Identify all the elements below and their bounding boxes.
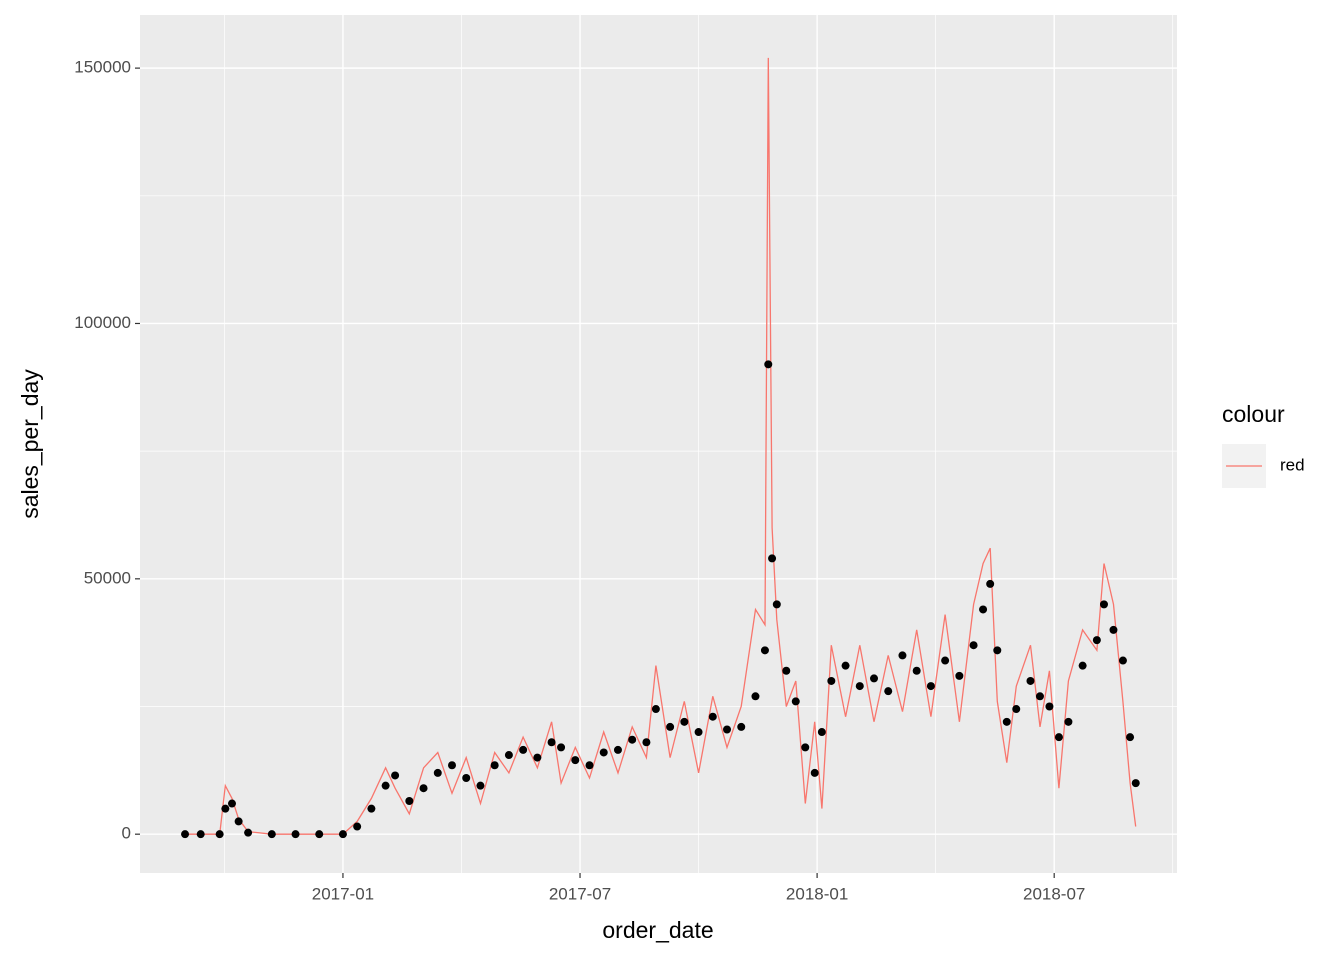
data-point — [547, 738, 556, 747]
data-point — [234, 817, 243, 826]
data-point — [870, 674, 879, 683]
legend-title: colour — [1222, 401, 1285, 427]
data-point — [782, 666, 791, 675]
data-point — [810, 768, 819, 777]
data-point — [912, 666, 921, 675]
legend-label: red — [1280, 455, 1305, 474]
data-point — [315, 830, 324, 839]
x-tick-label: 2018-01 — [786, 884, 848, 903]
data-point — [613, 745, 622, 754]
data-point — [433, 768, 442, 777]
data-point — [476, 781, 485, 790]
data-point — [969, 641, 978, 650]
y-tick-label: 150000 — [74, 58, 131, 77]
panel — [140, 15, 1177, 873]
data-point — [1118, 656, 1127, 665]
data-point — [628, 735, 637, 744]
data-point — [490, 761, 499, 770]
data-point — [215, 830, 224, 839]
data-point — [955, 671, 964, 680]
data-point — [338, 830, 347, 839]
data-point — [1012, 705, 1021, 714]
data-point — [772, 600, 781, 609]
data-point — [1064, 717, 1073, 726]
data-point — [801, 743, 810, 752]
y-axis-title: sales_per_day — [17, 369, 43, 519]
y-tick-label: 50000 — [84, 568, 131, 587]
data-point — [764, 360, 773, 369]
data-point — [708, 712, 717, 721]
data-point — [571, 756, 580, 765]
series-line — [185, 57, 1137, 835]
data-point — [898, 651, 907, 660]
data-point — [1126, 733, 1135, 742]
data-point — [419, 784, 428, 793]
data-point — [1078, 661, 1087, 670]
x-axis-title: order_date — [602, 917, 713, 943]
data-point — [599, 748, 608, 757]
data-point — [884, 687, 893, 696]
data-point — [1054, 733, 1063, 742]
x-tick-label: 2017-07 — [549, 884, 611, 903]
data-point — [993, 646, 1002, 655]
data-point — [791, 697, 800, 706]
data-point — [244, 828, 253, 837]
data-point — [196, 830, 205, 839]
data-point — [291, 830, 300, 839]
data-point — [391, 771, 400, 780]
data-point — [504, 751, 513, 760]
x-tick-label: 2018-07 — [1023, 884, 1085, 903]
data-point — [694, 728, 703, 737]
data-point — [1092, 636, 1101, 645]
data-point — [723, 725, 732, 734]
data-point — [1002, 717, 1011, 726]
data-point — [642, 738, 651, 747]
data-point — [227, 799, 236, 808]
data-point — [462, 774, 471, 783]
data-point — [1099, 600, 1108, 609]
data-point — [1026, 676, 1035, 685]
data-point — [986, 579, 995, 588]
data-point — [405, 796, 414, 805]
y-tick-label: 0 — [122, 824, 131, 843]
data-point — [181, 830, 190, 839]
data-point — [1035, 692, 1044, 701]
data-point — [926, 682, 935, 691]
data-point — [941, 656, 950, 665]
data-point — [768, 554, 777, 563]
data-point — [585, 761, 594, 770]
data-point — [221, 804, 230, 813]
data-point — [841, 661, 850, 670]
data-point — [737, 722, 746, 731]
data-point — [381, 781, 390, 790]
data-point — [827, 676, 836, 685]
data-point — [533, 753, 542, 762]
data-point — [855, 682, 864, 691]
data-point — [979, 605, 988, 614]
y-tick-label: 100000 — [74, 313, 131, 332]
data-point — [680, 717, 689, 726]
x-tick-label: 2017-01 — [312, 884, 374, 903]
data-point — [267, 830, 276, 839]
data-point — [817, 728, 826, 737]
data-point — [666, 722, 675, 731]
data-point — [367, 804, 376, 813]
data-point — [448, 761, 457, 770]
data-point — [519, 745, 528, 754]
data-point — [353, 822, 362, 831]
data-point — [1131, 779, 1140, 788]
data-point — [651, 705, 660, 714]
data-point — [760, 646, 769, 655]
data-point — [751, 692, 760, 701]
data-point — [1109, 625, 1118, 634]
data-point — [1045, 702, 1054, 711]
data-point — [557, 743, 566, 752]
